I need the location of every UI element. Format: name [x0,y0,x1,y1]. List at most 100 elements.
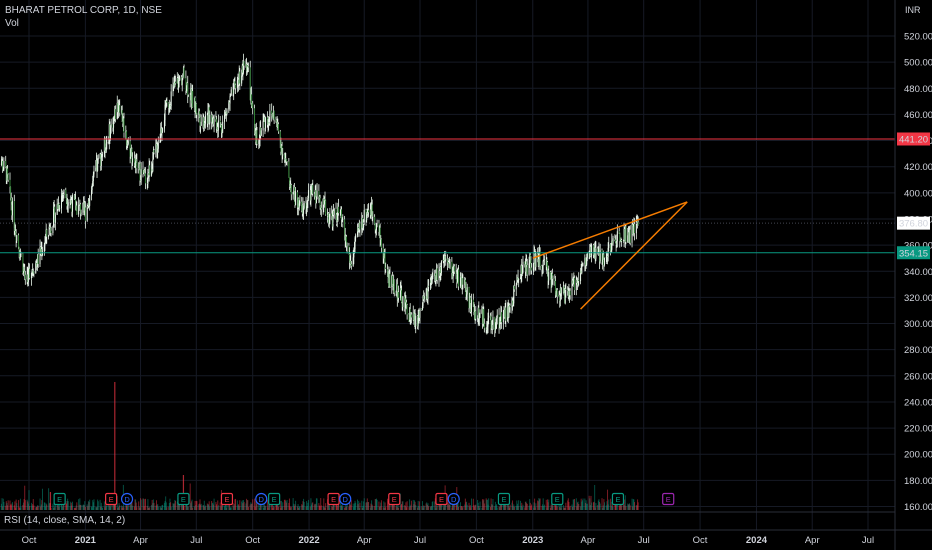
volume-bar [323,498,325,510]
candle-body [555,293,557,296]
event-earnings[interactable] [268,492,281,506]
volume-bar [524,507,526,510]
candle-body [548,272,550,281]
volume-bar [569,505,571,510]
candle-body [58,203,60,210]
event-earnings[interactable] [177,492,190,506]
candle-body [109,124,111,140]
event-earnings[interactable] [388,492,401,506]
candle-body [92,181,94,186]
candle-body [61,195,63,196]
candle-body [65,197,67,201]
volume-bar [577,501,579,510]
event-dividend[interactable] [339,492,352,506]
candle-body [35,263,37,274]
time-axis[interactable]: Oct 2021 Apr Jul Oct 2022 Apr Jul Oct 2023 Apr Jul O… [22,535,874,546]
price-axis[interactable]: 160.00180.00200.00220.00240.00260.00280.… [904,32,932,514]
volume-bar [572,499,574,510]
volume-bar [95,507,97,510]
event-earnings[interactable] [220,492,234,506]
event-earnings[interactable] [662,492,675,506]
candle-body [114,109,116,120]
volume-bar [550,507,552,510]
event-dividend[interactable] [255,492,268,506]
candle-body [238,71,240,85]
candle-body [569,290,571,296]
event-earnings[interactable] [105,492,118,506]
event-dividend[interactable] [120,492,134,506]
volume-bar [535,503,537,510]
candle-body [637,220,639,223]
event-earnings[interactable] [551,492,564,506]
candle-body [559,288,561,301]
candle-body [31,270,33,273]
volume-bar [584,502,586,510]
volume-bar [478,507,480,510]
candle-body [477,318,479,320]
volume-bar [625,506,627,510]
candle-body [469,297,471,310]
volume-bar [593,501,595,510]
candle-body [108,142,110,143]
candle-body [297,198,299,208]
candle-body [358,228,360,232]
volume-bar [237,505,239,510]
candle-body [353,249,355,258]
event-earnings[interactable] [53,492,66,506]
candle-body [594,247,596,259]
y-tick-label: 500.00 [904,58,932,69]
volume-bar [35,506,37,510]
candle-body [612,238,614,244]
volume-bar [528,505,530,510]
candle-body [72,195,74,212]
symbol-title[interactable]: BHARAT PETROL CORP, 1D, NSE [5,5,162,16]
candle-body [447,261,449,263]
candle-body [96,160,98,171]
event-dividend[interactable] [447,492,460,506]
volume-bar [337,503,339,510]
volume-bar [46,504,48,510]
candle-body [634,224,636,234]
trendline[interactable] [532,201,688,259]
volume-bar [56,505,58,510]
candle-body [563,286,565,293]
volume-bar [135,499,137,510]
candle-body [624,226,626,241]
candle-body [7,168,9,175]
candle-body [564,292,566,304]
volume-bar [48,503,50,510]
volume-bar [496,504,498,510]
candle-body [516,281,518,285]
candle-body [205,115,207,124]
volume-bar [513,504,515,510]
event-earnings[interactable] [497,492,511,506]
event-earnings[interactable] [435,492,448,506]
candle-body [125,131,127,133]
event-earnings[interactable] [327,492,340,506]
candle-body [568,291,570,298]
trendline[interactable] [580,201,688,310]
candle-body [97,157,99,160]
volume-label[interactable]: Vol [5,18,19,29]
candle-body [440,261,442,274]
horizontal-lines[interactable] [0,138,895,254]
trendlines[interactable] [532,201,688,310]
candle-body [529,254,531,261]
candle-body [110,124,112,128]
candle-body [293,187,295,193]
volume-bar [186,500,188,510]
event-earnings[interactable] [611,492,625,506]
candle-body [567,290,569,292]
volume-bar [44,502,46,510]
candle-body [451,272,453,278]
candle-body [426,289,428,300]
volume-bar [83,505,85,510]
volume-bar [366,502,368,510]
volume-bar [280,507,282,510]
rsi-label[interactable]: RSI (14, close, SMA, 14, 2) [4,515,126,526]
volume-bar [511,502,513,510]
volume-bar [144,498,146,510]
volume-bar [633,499,635,510]
